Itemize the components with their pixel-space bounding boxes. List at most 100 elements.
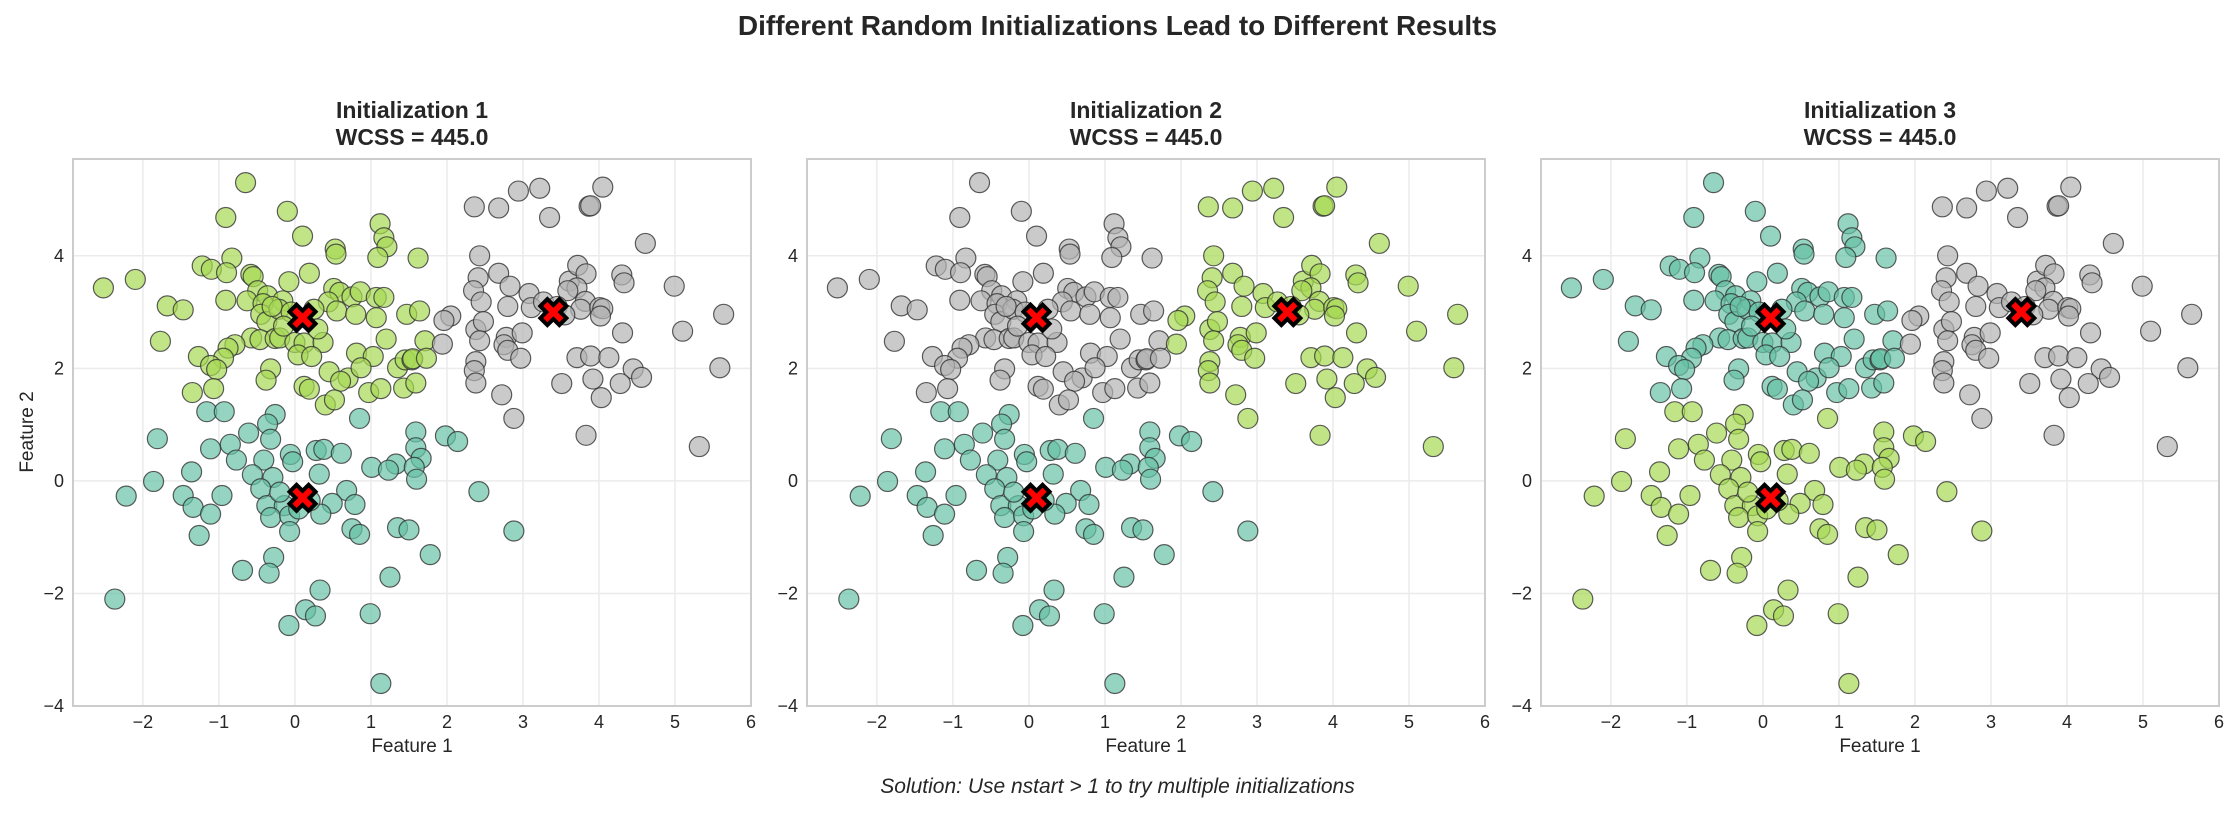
- data-point-cluster-c: [1667, 503, 1690, 525]
- data-point-cluster-b: [465, 372, 487, 394]
- data-point-cluster-a: [215, 262, 238, 284]
- data-point-cluster-c: [1750, 451, 1772, 473]
- data-point-cluster-b: [1222, 197, 1244, 219]
- data-point-cluster-b: [1940, 311, 1963, 333]
- points-layer: [826, 172, 1469, 695]
- data-point-cluster-b: [469, 330, 491, 352]
- data-point-cluster-b: [630, 366, 653, 388]
- x-tick-label: 5: [2138, 712, 2148, 732]
- points-layer: [92, 172, 735, 695]
- y-tick-label: 4: [1522, 246, 1532, 266]
- data-point-cluster-b: [1225, 384, 1247, 406]
- data-point-cluster-c: [987, 449, 1009, 471]
- y-tick-label: −4: [777, 696, 798, 716]
- subplot-2-title: Initialization 2 WCSS = 445.0: [807, 97, 1485, 151]
- data-point-cluster-c: [115, 485, 137, 507]
- data-point-cluster-c: [1104, 672, 1126, 695]
- y-tick-label: 4: [54, 246, 64, 266]
- data-point-cluster-b: [1965, 295, 1987, 318]
- data-point-cluster-a: [1101, 246, 1123, 269]
- data-point-cluster-a: [1139, 372, 1161, 394]
- data-point-cluster-c: [1043, 579, 1065, 601]
- data-point-cluster-c: [1064, 442, 1086, 464]
- data-point-cluster-b: [1931, 196, 1953, 218]
- data-point-cluster-c: [309, 579, 331, 601]
- y-tick-label: −4: [43, 696, 64, 716]
- data-point-cluster-c: [1772, 605, 1795, 627]
- centroid-marker-b: [537, 296, 570, 328]
- data-point-cluster-a: [1766, 378, 1788, 400]
- data-point-cluster-a: [373, 286, 395, 309]
- data-point-cluster-b: [590, 387, 612, 409]
- data-point-cluster-b: [472, 311, 495, 333]
- data-point-cluster-b: [582, 368, 604, 390]
- data-point-cluster-b: [1316, 368, 1338, 390]
- y-tick-label: 0: [788, 471, 798, 491]
- data-point-cluster-c: [1747, 520, 1769, 543]
- data-point-cluster-b: [1203, 330, 1225, 352]
- data-point-cluster-a: [365, 307, 387, 329]
- data-point-cluster-c: [965, 559, 988, 581]
- x-tick-label: 3: [1986, 712, 1996, 732]
- data-point-cluster-b: [1167, 309, 1189, 332]
- axes-frame: [806, 158, 1486, 707]
- data-point-cluster-a: [1560, 277, 1583, 299]
- data-point-cluster-c: [405, 468, 428, 490]
- y-tick-label: −2: [43, 583, 64, 603]
- x-tick-label: 1: [366, 712, 376, 732]
- data-point-cluster-a: [968, 172, 991, 194]
- data-point-cluster-a: [858, 268, 880, 291]
- data-point-cluster-b: [463, 196, 485, 218]
- data-point-cluster-a: [323, 389, 346, 411]
- data-point-cluster-c: [211, 484, 233, 507]
- data-point-cluster-a: [415, 347, 438, 369]
- data-point-cluster-c: [1838, 672, 1860, 695]
- data-point-cluster-b: [2079, 322, 2102, 344]
- data-point-cluster-c: [104, 588, 126, 610]
- data-point-cluster-c: [1887, 544, 1909, 566]
- data-point-cluster-c: [1181, 430, 1203, 453]
- subplot-1: −2 −1 0 1 2 3 4 5 6 −4 −2 0 2 4: [43, 158, 756, 732]
- data-point-cluster-b: [2006, 206, 2029, 229]
- data-point-cluster-a: [1649, 381, 1671, 404]
- data-point-cluster-b: [1197, 196, 1219, 218]
- data-point-cluster-c: [945, 484, 967, 507]
- data-point-cluster-a: [1746, 271, 1768, 293]
- data-point-cluster-a: [1084, 357, 1106, 379]
- data-point-cluster-c: [1016, 451, 1038, 473]
- data-point-cluster-b: [538, 206, 561, 229]
- data-point-cluster-b: [1323, 305, 1346, 327]
- data-point-cluster-c: [377, 459, 400, 481]
- data-point-cluster-c: [231, 559, 254, 581]
- data-point-cluster-c: [237, 422, 260, 444]
- centroid-marker-a: [1020, 301, 1053, 334]
- data-point-cluster-b: [2102, 232, 2124, 255]
- data-point-cluster-b: [1324, 387, 1346, 409]
- data-point-cluster-c: [142, 470, 165, 493]
- subplot-3-xlabel: Feature 1: [1839, 736, 1921, 757]
- data-point-cluster-b: [1937, 245, 1959, 267]
- data-point-cluster-b: [1967, 275, 1989, 297]
- y-tick-label: 2: [1522, 358, 1532, 378]
- x-tick-label: 6: [2214, 712, 2224, 732]
- data-point-cluster-a: [949, 289, 971, 311]
- data-point-cluster-c: [1728, 428, 1750, 450]
- data-point-cluster-b: [1347, 272, 1369, 294]
- data-point-cluster-c: [1827, 603, 1849, 625]
- data-point-cluster-c: [880, 428, 902, 450]
- data-point-cluster-a: [1683, 262, 1706, 284]
- data-point-cluster-c: [188, 524, 210, 547]
- data-point-cluster-a: [1141, 247, 1163, 269]
- data-point-cluster-b: [2057, 305, 2080, 327]
- x-tick-label: 4: [594, 712, 604, 732]
- data-point-cluster-c: [269, 481, 291, 503]
- subplot-3-title-line: Initialization 3: [1803, 97, 1957, 123]
- data-point-cluster-c: [1781, 438, 1803, 460]
- data-point-cluster-b: [1975, 180, 1998, 202]
- y-tick-label: 0: [54, 471, 64, 491]
- data-point-cluster-c: [180, 461, 203, 483]
- subplot-1-xlabel: Feature 1: [371, 736, 453, 757]
- data-point-cluster-c: [1873, 468, 1896, 490]
- data-point-cluster-a: [203, 378, 225, 400]
- data-point-cluster-c: [258, 562, 280, 584]
